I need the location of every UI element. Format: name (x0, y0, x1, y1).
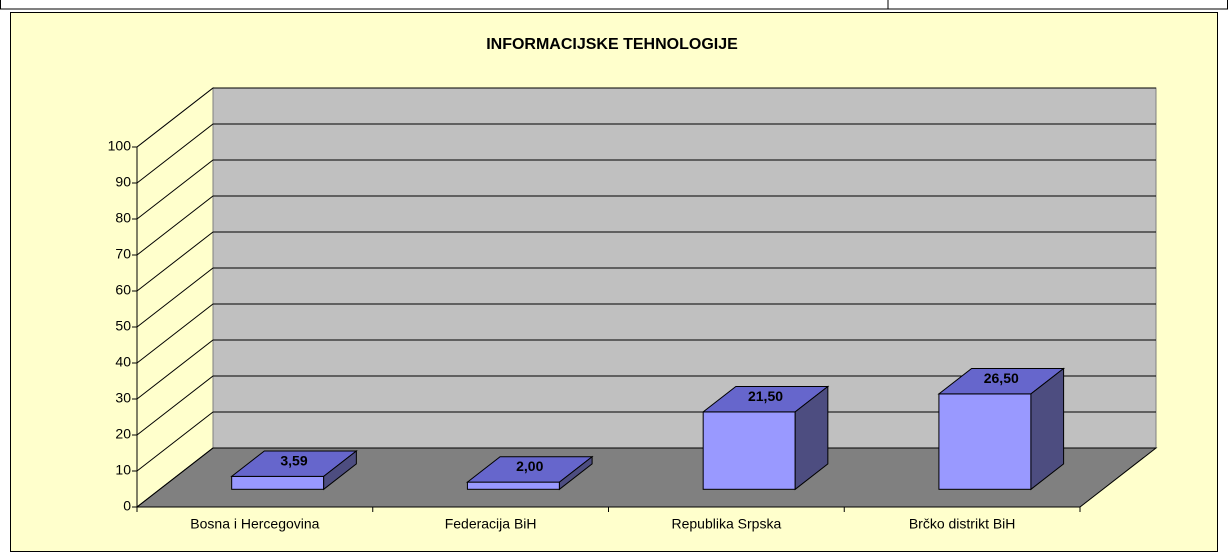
y-tick-label: 20 (115, 426, 131, 442)
y-tick-label: 90 (115, 174, 131, 190)
grid-line (136, 267, 1156, 328)
grid-line (136, 375, 1156, 436)
grid-line (136, 231, 1156, 292)
y-tick-label: 60 (115, 282, 131, 298)
grid-line (136, 87, 1156, 148)
grid-line (136, 339, 1156, 400)
x-tick-label: Brčko distrikt BiH (909, 516, 1016, 532)
x-tick-label: Bosna i Hercegovina (190, 516, 319, 532)
bar-side (1030, 367, 1065, 491)
grid-line (136, 195, 1156, 256)
x-tick-label: Republika Srpska (672, 516, 782, 532)
bar-side (794, 385, 829, 491)
value-label: 26,50 (984, 370, 1019, 386)
bar (938, 393, 1032, 490)
value-label: 21,50 (748, 388, 783, 404)
y-tick-label: 40 (115, 354, 131, 370)
value-label: 3,59 (280, 452, 307, 468)
y-tick-label: 100 (108, 138, 132, 154)
y-tick-label: 0 (123, 498, 131, 514)
y-tick-label: 80 (115, 210, 131, 226)
grid-line (136, 411, 1156, 472)
grid-line (136, 303, 1156, 364)
y-tick-label: 70 (115, 246, 131, 262)
x-tick-label: Federacija BiH (445, 516, 537, 532)
y-tick-label: 30 (115, 390, 131, 406)
grid-line (136, 159, 1156, 220)
grid-line (136, 447, 1156, 508)
bar (702, 411, 796, 490)
grid-line (136, 123, 1156, 184)
bar-side (558, 455, 593, 491)
y-tick-label: 10 (115, 462, 131, 478)
bar (466, 481, 560, 490)
y-tick-label: 50 (115, 318, 131, 334)
chart-title: INFORMACIJSKE TEHNOLOGIJE (486, 36, 738, 53)
value-label: 2,00 (516, 458, 543, 474)
bar-side (323, 449, 357, 491)
table-row (0, 0, 1228, 10)
bar (231, 475, 325, 490)
